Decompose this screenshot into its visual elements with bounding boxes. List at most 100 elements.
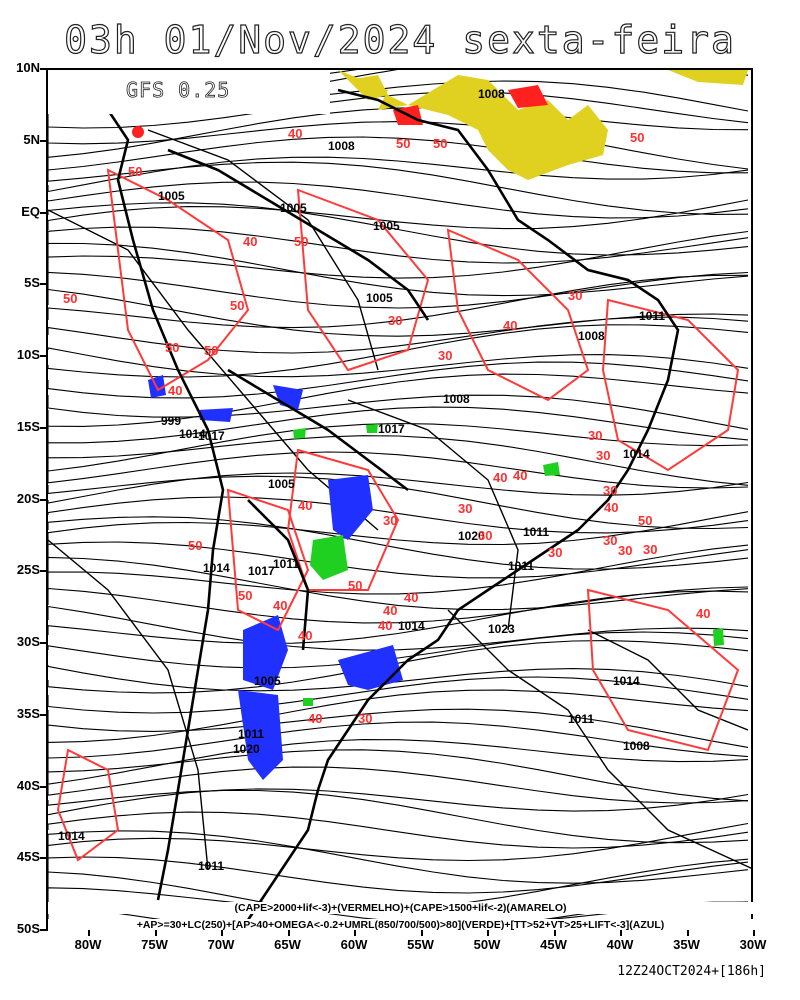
wind-label: 50 <box>348 578 362 593</box>
blue-regions <box>148 375 403 780</box>
pressure-label: 1011 <box>639 309 665 323</box>
lon-tick <box>753 930 755 936</box>
wind-label: 40 <box>378 618 392 633</box>
lat-tick <box>40 642 47 644</box>
lat-label: 30S <box>16 634 40 649</box>
wind-label: 40 <box>503 318 517 333</box>
lat-label: 40S <box>16 777 40 793</box>
streamline <box>48 435 749 486</box>
wind-label: 40 <box>696 606 710 621</box>
streamline <box>48 788 749 816</box>
pressure-label: 1008 <box>623 739 650 753</box>
wind-label: 30 <box>383 513 397 528</box>
pressure-label: 1023 <box>488 622 515 636</box>
wind-contour <box>601 298 740 472</box>
wind-label: 50 <box>63 291 77 306</box>
isobar <box>347 399 519 631</box>
lat-tick <box>40 139 47 142</box>
lon-tick <box>221 930 223 936</box>
wind-label: 50 <box>238 588 252 603</box>
lon-label: 35W <box>673 937 700 952</box>
streamline <box>48 472 749 504</box>
wind-label: 30 <box>438 348 452 363</box>
streamline <box>48 544 749 595</box>
pressure-label: 999 <box>161 414 181 428</box>
wind-label: 50 <box>433 136 447 151</box>
lon-label: 50W <box>473 937 501 952</box>
wind-label: 30 <box>643 542 657 557</box>
streamline <box>48 822 749 862</box>
pressure-label: 1017 <box>248 564 275 578</box>
pressure-label: 1008 <box>478 87 505 101</box>
lon-tick <box>154 930 157 936</box>
streamline <box>48 347 749 378</box>
lon-label: 30W <box>739 937 767 952</box>
pressure-label: 1005 <box>366 291 393 305</box>
lon-tick <box>287 930 290 936</box>
pressure-label: 1011 <box>508 559 534 573</box>
wind-label: 50 <box>165 340 179 355</box>
run-label: 12Z24OCT2024+[186h] <box>617 964 766 979</box>
pressure-label: 1014 <box>58 829 85 843</box>
streamline <box>48 590 749 644</box>
lon-label: 75W <box>141 937 168 952</box>
isobar <box>48 209 379 531</box>
wind-label: 50 <box>204 343 218 358</box>
lat-tick <box>40 355 47 357</box>
wind-label: 40 <box>273 598 287 613</box>
legend-line-1: (CAPE>2000+lif<-3)+(VERMELHO)+(CAPE>1500… <box>48 902 753 914</box>
streamline <box>48 161 749 215</box>
wind-label: 30 <box>388 313 402 328</box>
lat-tick <box>40 68 47 70</box>
pressure-label: 1017 <box>378 422 405 436</box>
streamline <box>48 373 749 427</box>
lon-label: 40W <box>606 937 634 952</box>
streamline <box>48 789 749 844</box>
streamline <box>48 242 749 297</box>
wind-label: 50 <box>294 234 308 249</box>
streamline <box>48 516 749 570</box>
lat-tick <box>40 498 47 501</box>
wind-contour <box>226 488 310 632</box>
isobar <box>447 609 751 869</box>
streamline <box>48 511 749 546</box>
lat-label: 20S <box>16 490 40 506</box>
lat-label: 35S <box>16 705 40 721</box>
wind-label: 30 <box>603 533 617 548</box>
cape-yellow-region <box>338 70 748 180</box>
streamline <box>48 230 749 279</box>
pressure-label: 1014 <box>398 619 425 633</box>
wind-label: 30 <box>478 528 492 543</box>
wind-contours <box>56 168 740 862</box>
wind-label: 40 <box>168 383 182 398</box>
pressure-label: 1008 <box>443 392 470 406</box>
streamline <box>48 830 749 884</box>
pressure-label: 1005 <box>254 674 281 688</box>
wind-label: 40 <box>604 500 618 515</box>
streamline <box>48 721 749 759</box>
isobar <box>48 539 209 871</box>
streamline <box>48 394 749 430</box>
wind-label: 50 <box>638 513 652 528</box>
streamline <box>48 406 749 444</box>
streamline <box>48 541 749 579</box>
isobar <box>147 129 379 371</box>
wind-label: 40 <box>404 590 418 605</box>
lon-label: 55W <box>407 937 434 952</box>
wind-label: 50 <box>230 298 244 313</box>
wind-label: 40 <box>513 468 527 483</box>
lat-tick <box>40 713 47 716</box>
wind-label: 40 <box>493 470 507 485</box>
streamline <box>48 136 748 174</box>
lat-tick <box>40 283 47 286</box>
streamline <box>48 226 749 264</box>
pressure-labels: 1008 1008 1005 1005 1005 1005 1008 1011 1008 1005… <box>58 87 665 873</box>
streamline <box>48 739 749 785</box>
wind-label: 50 <box>396 136 410 151</box>
pressure-label: 1014 <box>623 447 650 461</box>
wind-label: 50 <box>630 130 644 145</box>
pressure-label: 1017 <box>198 429 225 443</box>
lat-label: 10S <box>16 347 40 362</box>
lon-tick <box>553 930 556 936</box>
